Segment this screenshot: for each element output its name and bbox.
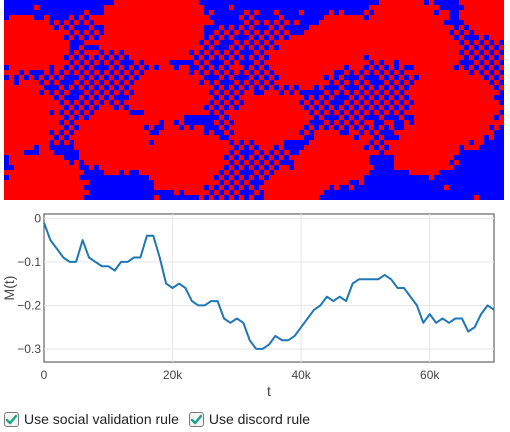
y-tick-label: 0	[34, 211, 41, 225]
check-icon	[5, 414, 18, 424]
checkbox-box[interactable]	[4, 411, 19, 427]
discord-label: Use discord rule	[208, 411, 311, 427]
y-tick-label: −0.1	[17, 255, 41, 269]
social-validation-label: Use social validation rule	[24, 411, 179, 427]
check-icon	[190, 414, 203, 424]
x-tick-label: 60k	[420, 368, 440, 382]
x-tick-label: 20k	[163, 368, 183, 382]
spin-lattice-grid	[4, 0, 504, 200]
magnetization-chart: 0 20k 40k 60k 0 −0.1 −0.2 −0.3 t M(t)	[1, 211, 495, 399]
discord-checkbox[interactable]: Use discord rule	[188, 411, 311, 427]
lattice-up-spins	[4, 0, 504, 200]
y-axis-ticks: 0 −0.1 −0.2 −0.3	[17, 211, 41, 356]
rule-controls: Use social validation rule Use discord r…	[4, 408, 320, 430]
x-tick-label: 40k	[291, 368, 311, 382]
y-axis-label: M(t)	[1, 276, 17, 301]
x-axis-ticks: 0 20k 40k 60k	[41, 368, 441, 382]
y-tick-label: −0.2	[17, 298, 41, 312]
y-tick-label: −0.3	[17, 342, 41, 356]
x-tick-label: 0	[41, 368, 48, 382]
x-axis-label: t	[267, 383, 271, 399]
checkbox-box[interactable]	[188, 411, 204, 427]
social-validation-checkbox[interactable]: Use social validation rule	[4, 411, 179, 427]
chart-grid	[44, 214, 494, 362]
magnetization-series-line	[43, 222, 495, 350]
plot-area	[43, 213, 495, 363]
